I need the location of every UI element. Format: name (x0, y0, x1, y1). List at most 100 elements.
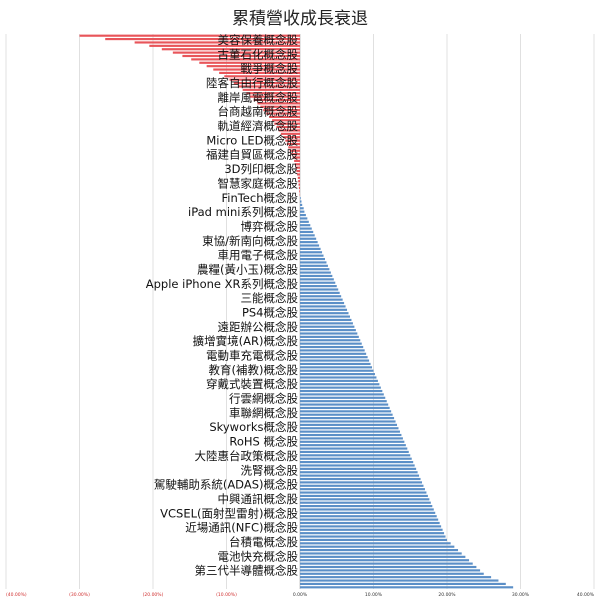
bar-3 (149, 44, 300, 47)
bar-109 (300, 403, 389, 406)
bar-4 (161, 48, 300, 51)
bar-46 (299, 190, 300, 193)
bar-61 (300, 241, 318, 244)
bar-92 (300, 345, 364, 349)
bar-97 (300, 362, 371, 366)
bar-94 (300, 352, 367, 355)
bar-122 (300, 447, 408, 450)
bar-102 (300, 379, 378, 382)
bar-68 (300, 264, 328, 267)
bar-30 (283, 136, 300, 139)
bar-19 (253, 98, 300, 102)
bar-35 (291, 153, 300, 156)
bar-157 (300, 565, 477, 569)
bar-143 (300, 518, 439, 521)
gridlines (5, 34, 595, 589)
bar-40 (296, 169, 300, 173)
bar-70 (300, 271, 331, 274)
bar-163 (300, 586, 514, 589)
bar-118 (300, 433, 402, 437)
bar-99 (300, 369, 374, 372)
tick-label-5: 10.00% (365, 592, 383, 598)
category-label-13: 博弈概念股 (241, 219, 299, 233)
bar-7 (191, 58, 300, 61)
category-label-15: 車用電子概念股 (218, 248, 299, 262)
category-label-0: 美容保養概念股 (218, 33, 299, 47)
bar-66 (300, 257, 325, 261)
chart-title: 累積營收成長衰退 (232, 9, 368, 29)
category-label-20: 遠距辦公概念股 (218, 320, 299, 334)
category-label-32: 中興通訊概念股 (218, 492, 299, 506)
tick-label-7: 30.00% (512, 592, 530, 598)
bar-60 (300, 237, 317, 240)
bar-76 (300, 291, 340, 294)
bar-10 (213, 68, 300, 71)
bar-96 (300, 359, 370, 362)
bar-52 (300, 210, 305, 213)
tick-label-6: 20.00% (438, 592, 456, 598)
bar-9 (206, 65, 300, 68)
bar-69 (300, 268, 330, 271)
bar-50 (300, 203, 303, 206)
bar-14 (233, 81, 300, 85)
bar-41 (297, 173, 300, 176)
bar-114 (300, 420, 396, 423)
bar-77 (300, 295, 342, 298)
bar-6 (182, 54, 300, 58)
bar-101 (300, 376, 377, 379)
bar-116 (300, 427, 399, 430)
category-label-23: 教育(補教)概念股 (209, 363, 299, 377)
category-label-35: 台積電概念股 (229, 535, 298, 549)
bar-38 (294, 163, 300, 166)
bar-58 (300, 230, 314, 234)
bar-139 (300, 505, 433, 508)
bar-87 (300, 329, 356, 332)
bar-27 (276, 125, 300, 129)
bar-89 (300, 335, 359, 338)
bar-83 (300, 315, 350, 318)
category-label-5: 台商越南概念股 (218, 105, 299, 119)
category-label-4: 離岸風電概念股 (218, 90, 299, 104)
bars (79, 34, 514, 589)
bar-112 (300, 413, 393, 416)
bar-162 (300, 582, 506, 586)
bar-107 (300, 396, 386, 399)
bar-136 (300, 494, 428, 498)
bar-13 (229, 78, 300, 81)
bar-120 (300, 440, 405, 443)
category-label-3: 陸客自由行概念股 (206, 76, 298, 90)
bar-88 (300, 332, 358, 335)
bar-129 (300, 471, 418, 474)
bar-113 (300, 417, 395, 420)
bar-23 (266, 112, 300, 115)
bar-117 (300, 430, 400, 433)
bar-62 (300, 244, 320, 247)
category-label-25: 行雲網概念股 (229, 392, 298, 406)
bar-57 (300, 227, 312, 230)
category-label-28: RoHS 概念股 (229, 435, 298, 449)
bar-0 (79, 34, 300, 37)
bar-12 (224, 75, 300, 78)
category-label-34: 近場通訊(NFC)概念股 (185, 521, 298, 535)
bar-145 (300, 525, 442, 528)
bar-128 (300, 467, 417, 470)
category-label-9: 3D列印概念股 (224, 162, 298, 176)
bar-127 (300, 464, 415, 467)
bar-25 (272, 119, 300, 122)
bar-85 (300, 322, 353, 325)
bar-2 (134, 41, 300, 44)
bar-63 (300, 247, 321, 250)
category-label-8: 福建自貿區概念股 (206, 148, 298, 162)
tick-label-0: (40.00%) (6, 592, 27, 598)
bar-123 (300, 450, 409, 454)
bar-37 (294, 159, 300, 162)
bar-137 (300, 498, 430, 501)
bar-67 (300, 261, 327, 264)
bar-140 (300, 508, 434, 511)
bar-82 (300, 312, 349, 315)
bar-130 (300, 474, 420, 477)
bar-161 (300, 579, 499, 582)
category-label-7: Micro LED概念股 (206, 133, 298, 147)
bar-24 (269, 115, 300, 118)
category-label-33: VCSEL(面射型雷射)概念股 (160, 506, 298, 520)
